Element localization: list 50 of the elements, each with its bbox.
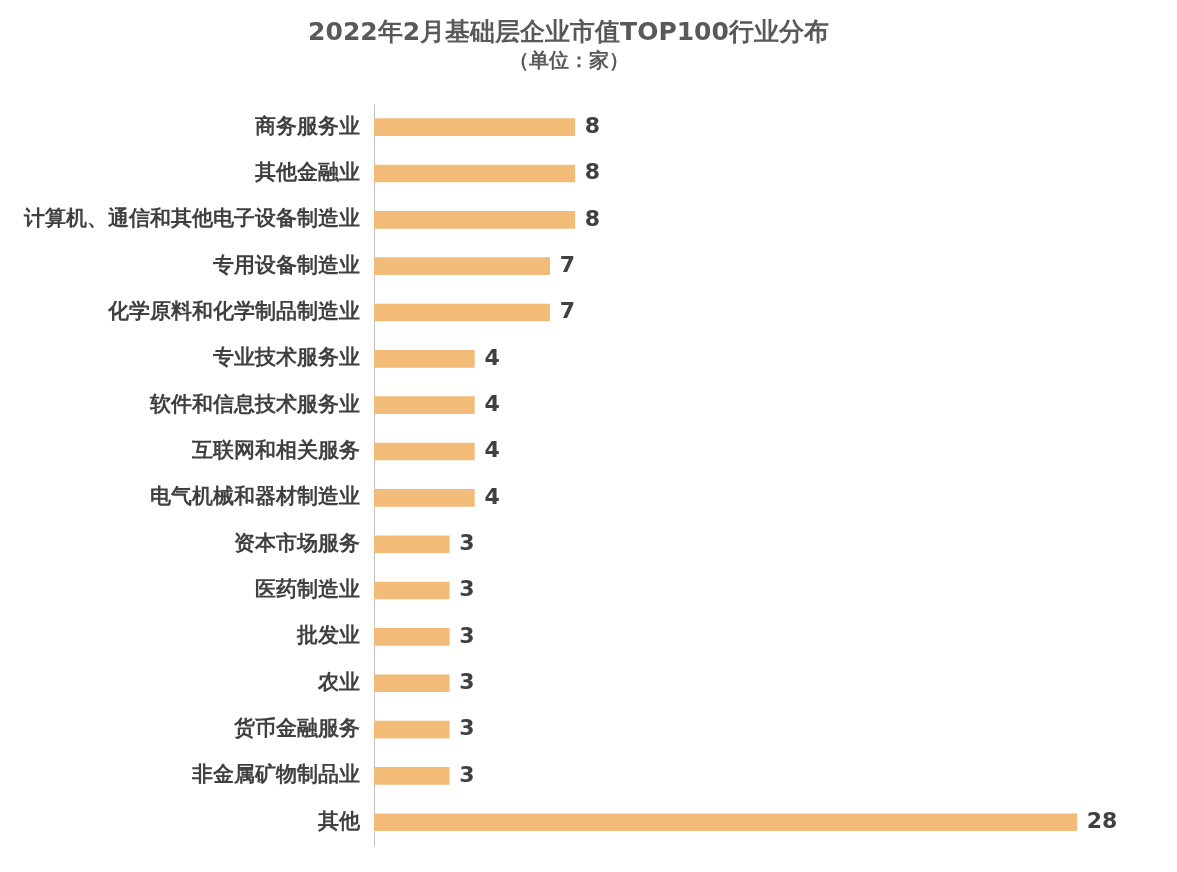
- bar: [374, 581, 450, 600]
- data-label: 4: [484, 390, 500, 416]
- data-label: 8: [584, 205, 601, 231]
- y-tick-label: 其他: [317, 808, 361, 833]
- bar: [374, 813, 1078, 832]
- bar: [374, 489, 475, 507]
- bar: [374, 118, 576, 136]
- bar: [374, 720, 450, 739]
- bar: [374, 767, 450, 785]
- chart-subtitle: （单位：家）: [508, 48, 629, 73]
- data-label: 3: [459, 715, 475, 741]
- bar: [374, 442, 475, 461]
- y-tick-label: 软件和信息技术服务业: [149, 391, 360, 416]
- data-label: 8: [584, 159, 601, 185]
- y-tick-label: 计算机、通信和其他电子设备制造业: [23, 206, 360, 231]
- data-label: 3: [459, 668, 475, 694]
- data-label: 4: [484, 483, 500, 509]
- y-tick-label: 互联网和相关服务: [191, 437, 360, 462]
- chart-title: 2022年2月基础层企业市值TOP100行业分布: [308, 16, 829, 46]
- y-tick-label: 农业: [317, 669, 360, 694]
- data-label: 7: [559, 251, 576, 277]
- bar: [374, 674, 450, 693]
- bar: [374, 164, 576, 183]
- data-label: 8: [584, 112, 601, 138]
- data-label: 3: [459, 576, 475, 602]
- bar: [374, 257, 551, 276]
- data-label: 7: [559, 298, 576, 324]
- bar: [374, 628, 450, 646]
- bar: [374, 350, 475, 368]
- bar: [374, 396, 475, 415]
- y-tick-label: 资本市场服务: [234, 530, 360, 555]
- data-label: 3: [459, 529, 475, 555]
- y-tick-label: 货币金融服务: [233, 716, 360, 741]
- data-label: 4: [484, 437, 500, 463]
- bar: [374, 303, 551, 322]
- y-tick-label: 专业技术服务业: [212, 345, 360, 370]
- y-tick-label: 电气机械和器材制造业: [150, 484, 360, 509]
- y-tick-label: 医药制造业: [255, 577, 360, 601]
- y-tick-label: 其他金融业: [254, 159, 360, 184]
- y-tick-label: 非金属矿物制品业: [191, 762, 360, 787]
- y-tick-label: 专用设备制造业: [212, 252, 360, 277]
- data-label: 3: [459, 761, 475, 787]
- data-label: 3: [459, 622, 475, 648]
- data-label: 4: [484, 344, 500, 370]
- y-tick-label: 化学原料和化学制品制造业: [107, 298, 360, 323]
- data-label: 28: [1086, 807, 1118, 833]
- y-tick-label: 批发业: [296, 623, 360, 648]
- bar: [374, 211, 576, 229]
- y-tick-label: 商务服务业: [254, 113, 360, 138]
- bar: [374, 535, 450, 554]
